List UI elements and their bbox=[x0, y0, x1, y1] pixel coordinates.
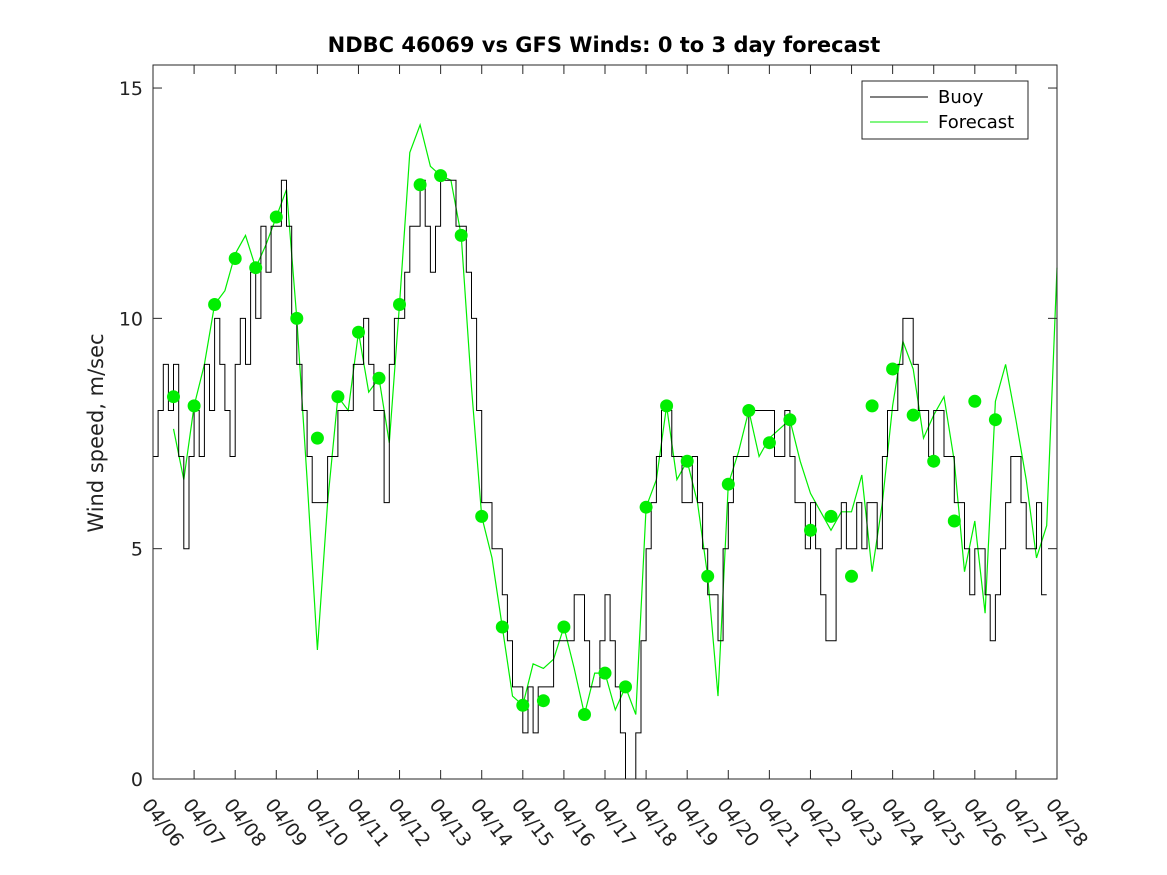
forecast-marker bbox=[721, 477, 735, 491]
buoy-line bbox=[153, 179, 1047, 780]
y-tick-label: 5 bbox=[131, 539, 143, 561]
forecast-marker bbox=[886, 362, 900, 376]
forecast-marker bbox=[968, 394, 982, 408]
forecast-marker bbox=[947, 514, 961, 528]
y-tick-label: 10 bbox=[119, 308, 143, 330]
forecast-marker bbox=[413, 178, 427, 192]
forecast-marker bbox=[783, 413, 797, 427]
forecast-marker bbox=[824, 509, 838, 523]
forecast-line bbox=[172, 122, 1058, 715]
legend-buoy-label: Buoy bbox=[938, 87, 984, 108]
forecast-marker bbox=[804, 523, 817, 537]
x-tick-label: 04/08 bbox=[219, 795, 270, 852]
x-tick-label: 04/28 bbox=[1041, 795, 1092, 852]
forecast-marker bbox=[578, 708, 591, 721]
forecast-series bbox=[172, 122, 1058, 715]
forecast-marker bbox=[393, 298, 406, 311]
x-tick-label: 04/21 bbox=[753, 795, 804, 852]
forecast-marker bbox=[475, 509, 489, 523]
x-tick-label: 04/18 bbox=[630, 795, 681, 852]
x-tick-label: 04/14 bbox=[466, 795, 517, 852]
y-tick-label: 0 bbox=[131, 769, 143, 791]
forecast-marker bbox=[742, 404, 756, 417]
x-tick-label: 04/10 bbox=[301, 795, 352, 852]
x-tick-label: 04/19 bbox=[671, 795, 722, 852]
forecast-marker bbox=[290, 311, 304, 325]
forecast-marker bbox=[845, 569, 858, 583]
forecast-marker bbox=[167, 390, 180, 404]
forecast-marker bbox=[269, 210, 283, 224]
forecast-marker bbox=[988, 413, 1002, 427]
x-tick-label: 04/16 bbox=[548, 795, 599, 852]
forecast-marker bbox=[701, 569, 715, 583]
forecast-marker bbox=[762, 436, 776, 450]
x-tick-label: 04/12 bbox=[384, 795, 435, 852]
x-tick-label: 04/26 bbox=[959, 795, 1010, 852]
forecast-markers bbox=[167, 169, 1002, 721]
forecast-marker bbox=[516, 698, 530, 712]
forecast-marker bbox=[331, 390, 345, 404]
forecast-marker bbox=[865, 399, 879, 413]
legend-forecast-label: Forecast bbox=[938, 112, 1014, 133]
forecast-marker bbox=[249, 261, 263, 275]
x-tick-label: 04/09 bbox=[260, 795, 311, 852]
forecast-marker bbox=[927, 454, 941, 468]
forecast-marker bbox=[495, 620, 509, 634]
chart-title: NDBC 46069 vs GFS Winds: 0 to 3 day fore… bbox=[328, 33, 881, 57]
x-tick-label: 04/22 bbox=[795, 795, 846, 852]
x-tick-label: 04/20 bbox=[712, 795, 763, 852]
y-axis-label: Wind speed, m/sec bbox=[84, 333, 108, 532]
legend: Buoy Forecast bbox=[861, 80, 1029, 140]
forecast-marker bbox=[557, 620, 571, 634]
x-tick-label: 04/07 bbox=[178, 795, 229, 852]
forecast-marker bbox=[660, 399, 674, 413]
forecast-marker bbox=[619, 680, 632, 694]
forecast-marker bbox=[208, 298, 222, 311]
x-tick-label: 04/11 bbox=[343, 795, 394, 852]
forecast-marker bbox=[228, 252, 242, 265]
forecast-marker bbox=[434, 169, 448, 183]
x-tick-label: 04/13 bbox=[425, 795, 476, 852]
forecast-marker bbox=[906, 408, 920, 422]
x-tick-label: 04/24 bbox=[877, 795, 928, 852]
forecast-marker bbox=[536, 694, 550, 708]
forecast-marker bbox=[352, 325, 365, 339]
x-tick-label: 04/15 bbox=[507, 795, 558, 852]
y-tick-label: 15 bbox=[119, 78, 143, 100]
forecast-marker bbox=[680, 454, 694, 468]
forecast-marker bbox=[454, 228, 468, 242]
forecast-marker bbox=[310, 431, 324, 445]
y-axis: 0 5 10 15 bbox=[119, 78, 1057, 791]
forecast-marker bbox=[598, 666, 612, 680]
x-tick-label: 04/27 bbox=[1000, 795, 1051, 852]
forecast-marker bbox=[187, 399, 201, 413]
forecast-marker bbox=[639, 500, 653, 514]
x-tick-label: 04/06 bbox=[137, 795, 188, 852]
forecast-marker bbox=[372, 371, 386, 385]
x-tick-label: 04/17 bbox=[589, 795, 640, 852]
buoy-series bbox=[153, 179, 1047, 780]
x-tick-label: 04/23 bbox=[836, 795, 887, 852]
x-axis: 04/0604/0704/0804/0904/1004/1104/1204/13… bbox=[137, 65, 1092, 851]
legend-box bbox=[861, 80, 1029, 140]
x-tick-label: 04/25 bbox=[918, 795, 969, 852]
